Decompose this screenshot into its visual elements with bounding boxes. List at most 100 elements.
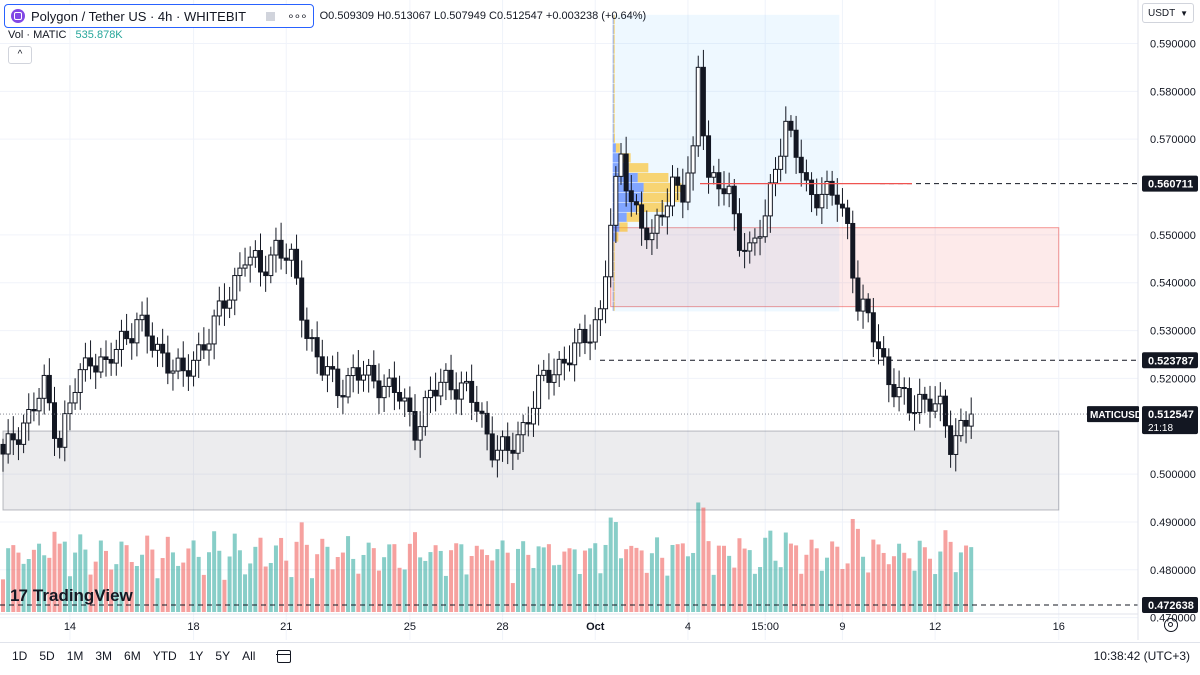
time-tick-label: 4: [685, 621, 691, 633]
tradingview-logo-icon: 17: [10, 586, 28, 605]
volume-bar: [819, 570, 824, 612]
candle-body: [515, 434, 521, 454]
gear-icon[interactable]: [1164, 618, 1178, 632]
volume-bar: [273, 545, 278, 612]
volume-bar: [356, 573, 361, 612]
candle-body: [77, 369, 83, 393]
more-dots-icon[interactable]: ∘∘∘: [287, 9, 308, 23]
calendar-icon[interactable]: [276, 649, 292, 663]
level-price-badge: [1142, 352, 1198, 369]
price-tick-label: 0.590000: [1150, 38, 1196, 50]
volume-bar: [376, 570, 381, 612]
time-tick-label: 21: [280, 621, 292, 633]
candle-body: [10, 433, 16, 441]
volume-bar: [114, 564, 119, 612]
candle-body: [227, 299, 233, 309]
candle-body: [41, 374, 47, 399]
candle-body: [263, 271, 269, 277]
volume-bar: [104, 550, 108, 612]
volume-bar: [521, 541, 526, 612]
volume-bar: [655, 537, 660, 612]
candle-body: [613, 175, 619, 226]
volume-bar: [629, 545, 634, 612]
profile-bar-sell: [613, 291, 615, 301]
candle-body: [958, 419, 964, 437]
volume-bar: [340, 552, 345, 612]
candle-body: [572, 342, 578, 366]
candle-body: [417, 426, 423, 441]
volume-bar: [438, 550, 443, 612]
profile-bar-sell: [613, 261, 615, 272]
volume-bar: [603, 544, 608, 612]
candle-body: [793, 129, 799, 158]
volume-bar: [582, 550, 587, 612]
volume-bar: [67, 576, 72, 612]
timeframe-1m[interactable]: 1M: [66, 649, 84, 663]
level-price-label: 0.472638: [1148, 600, 1194, 612]
candle-body: [721, 188, 727, 195]
candle-body: [309, 337, 315, 340]
candle-body: [345, 375, 351, 398]
volume-bar: [407, 543, 412, 612]
volume-bar: [176, 565, 181, 612]
volume-value: 535.878K: [75, 29, 123, 41]
volume-bar: [778, 567, 783, 612]
volume-bar: [855, 528, 860, 612]
volume-bar: [320, 538, 325, 612]
candle-body: [597, 308, 603, 321]
volume-bar: [866, 572, 871, 612]
volume-bar: [711, 574, 716, 612]
volume-bar: [665, 575, 670, 612]
tradingview-logo: 17 TradingView: [10, 586, 133, 606]
candle-body: [901, 387, 907, 390]
candle-body: [443, 369, 449, 383]
timeframe-ytd[interactable]: YTD: [152, 649, 177, 663]
candle-body: [180, 357, 186, 372]
timeframe-6m[interactable]: 6M: [124, 649, 141, 663]
volume-bar: [850, 518, 855, 612]
volume-bar: [907, 558, 912, 612]
volume-bar: [279, 537, 284, 612]
volume-bar: [47, 557, 52, 612]
timeframe-5d[interactable]: 5D: [39, 649, 55, 663]
volume-bar: [917, 540, 922, 612]
chart-canvas[interactable]: 0.590000 0.580000 0.570000 0.550000 0.540000…: [0, 0, 1200, 642]
candle-body: [82, 357, 88, 371]
symbol-legend: Polygon / Tether US · 4h · WHITEBIT ∘∘∘ …: [4, 4, 646, 28]
volume-bar: [42, 555, 47, 612]
volume-bar: [134, 566, 139, 612]
volume-bar: [449, 550, 454, 612]
timeframe-all[interactable]: All: [242, 649, 256, 663]
candle-body: [896, 387, 902, 398]
profile-bar-sell: [635, 202, 665, 212]
profile-bar-buy: [612, 103, 614, 114]
candle-body: [845, 207, 851, 224]
volume-bar: [413, 532, 417, 612]
timeframe-1d[interactable]: 1D: [12, 649, 28, 663]
eye-toggle-icon[interactable]: [266, 11, 276, 21]
candle-body: [57, 437, 63, 448]
symbol-selector[interactable]: Polygon / Tether US · 4h · WHITEBIT ∘∘∘: [4, 4, 314, 28]
time-axis[interactable]: 14 18 21 25 28 Oct 4 15:00 9 12 16: [0, 613, 1138, 633]
candle-body: [922, 393, 928, 400]
price-tick-label: 0.490000: [1150, 517, 1196, 529]
volume-bar: [299, 522, 304, 612]
volume-bar: [619, 558, 623, 612]
candle-body: [252, 250, 258, 258]
candle-body: [144, 314, 150, 337]
volume-profile: [612, 14, 840, 312]
volume-bar: [98, 540, 103, 612]
candle-body: [731, 185, 737, 215]
price-axis[interactable]: 0.590000 0.580000 0.570000 0.550000 0.540000…: [1087, 0, 1198, 640]
timeframe-5y[interactable]: 5Y: [215, 649, 231, 663]
profile-bar-buy: [612, 133, 614, 143]
time-tick-label: 14: [64, 621, 76, 633]
candle-body: [103, 356, 109, 360]
currency-selector[interactable]: USDT ▼: [1142, 3, 1194, 23]
volume-bar: [248, 563, 253, 612]
timeframe-1y[interactable]: 1Y: [188, 649, 204, 663]
time-tick-label: 15:00: [751, 621, 779, 633]
timeframe-3m[interactable]: 3M: [95, 649, 113, 663]
chevron-up-icon[interactable]: ^: [8, 46, 32, 64]
utc-clock[interactable]: 10:38:42 (UTC+3): [1093, 649, 1190, 663]
